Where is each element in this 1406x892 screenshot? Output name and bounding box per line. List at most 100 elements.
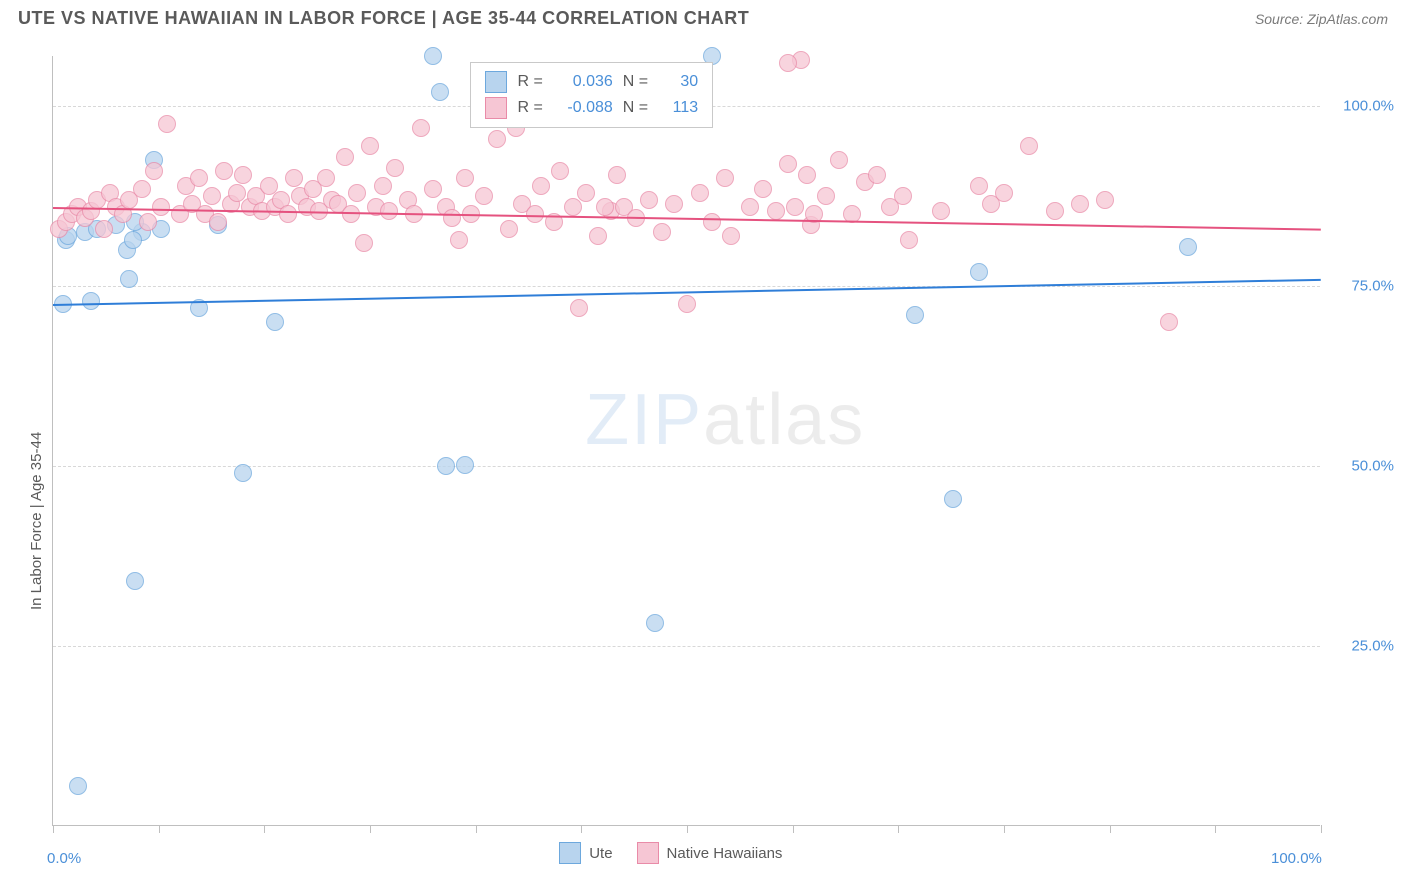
data-point	[970, 177, 988, 195]
data-point	[380, 202, 398, 220]
data-point	[1160, 313, 1178, 331]
data-point	[215, 162, 233, 180]
data-point	[703, 213, 721, 231]
data-point	[570, 299, 588, 317]
legend-item: Native Hawaiians	[637, 842, 783, 864]
chart-source: Source: ZipAtlas.com	[1255, 11, 1388, 27]
data-point	[532, 177, 550, 195]
legend-stat-row: R = 0.036 N = 30	[485, 69, 698, 95]
data-point	[124, 231, 142, 249]
x-tick	[581, 825, 582, 833]
data-point	[786, 198, 804, 216]
x-tick	[1321, 825, 1322, 833]
data-point	[431, 83, 449, 101]
data-point	[817, 187, 835, 205]
x-tick	[476, 825, 477, 833]
r-value: -0.088	[553, 99, 613, 117]
data-point	[475, 187, 493, 205]
r-label: R =	[517, 99, 542, 117]
chart-title: UTE VS NATIVE HAWAIIAN IN LABOR FORCE | …	[18, 8, 749, 29]
data-point	[82, 292, 100, 310]
data-point	[665, 195, 683, 213]
data-point	[120, 270, 138, 288]
data-point	[424, 180, 442, 198]
legend-swatch	[559, 842, 581, 864]
data-point	[133, 180, 151, 198]
y-tick-label: 25.0%	[1330, 638, 1394, 655]
n-label: N =	[623, 73, 648, 91]
data-point	[798, 166, 816, 184]
x-tick	[1215, 825, 1216, 833]
data-point	[741, 198, 759, 216]
data-point	[234, 166, 252, 184]
legend-label: Native Hawaiians	[667, 845, 783, 862]
legend-swatch	[637, 842, 659, 864]
x-tick	[53, 825, 54, 833]
data-point	[488, 130, 506, 148]
data-point	[348, 184, 366, 202]
legend-swatch	[485, 97, 507, 119]
data-point	[722, 227, 740, 245]
data-point	[203, 187, 221, 205]
data-point	[190, 169, 208, 187]
data-point	[830, 151, 848, 169]
data-point	[424, 47, 442, 65]
data-point	[139, 213, 157, 231]
data-point	[577, 184, 595, 202]
x-tick	[687, 825, 688, 833]
data-point	[894, 187, 912, 205]
data-point	[995, 184, 1013, 202]
data-point	[691, 184, 709, 202]
data-point	[653, 223, 671, 241]
data-point	[868, 166, 886, 184]
data-point	[234, 464, 252, 482]
data-point	[596, 198, 614, 216]
n-value: 30	[658, 73, 698, 91]
gridline	[53, 646, 1320, 647]
data-point	[69, 777, 87, 795]
data-point	[386, 159, 404, 177]
x-tick	[159, 825, 160, 833]
data-point	[678, 295, 696, 313]
data-point	[152, 198, 170, 216]
data-point	[716, 169, 734, 187]
data-point	[266, 313, 284, 331]
legend-item: Ute	[559, 842, 612, 864]
x-tick	[370, 825, 371, 833]
data-point	[342, 205, 360, 223]
y-tick-label: 100.0%	[1330, 98, 1394, 115]
plot-area: ZIPatlas 25.0%50.0%75.0%100.0%0.0%100.0%	[52, 56, 1320, 826]
x-tick	[898, 825, 899, 833]
r-value: 0.036	[553, 73, 613, 91]
data-point	[145, 162, 163, 180]
data-point	[456, 456, 474, 474]
series-legend: Ute Native Hawaiians	[559, 842, 782, 864]
x-tick-label: 100.0%	[1271, 850, 1322, 867]
data-point	[779, 54, 797, 72]
stats-legend: R =0.036N =30R =-0.088N =113	[470, 62, 713, 128]
data-point	[970, 263, 988, 281]
y-tick-label: 75.0%	[1330, 278, 1394, 295]
r-label: R =	[517, 73, 542, 91]
data-point	[906, 306, 924, 324]
data-point	[551, 162, 569, 180]
x-tick	[793, 825, 794, 833]
x-tick	[264, 825, 265, 833]
data-point	[437, 457, 455, 475]
data-point	[374, 177, 392, 195]
data-point	[900, 231, 918, 249]
data-point	[1020, 137, 1038, 155]
trend-line	[53, 207, 1321, 231]
data-point	[450, 231, 468, 249]
data-point	[779, 155, 797, 173]
data-point	[158, 115, 176, 133]
data-point	[640, 191, 658, 209]
data-point	[443, 209, 461, 227]
data-point	[564, 198, 582, 216]
data-point	[932, 202, 950, 220]
data-point	[1046, 202, 1064, 220]
data-point	[608, 166, 626, 184]
data-point	[317, 169, 335, 187]
data-point	[1096, 191, 1114, 209]
x-tick	[1110, 825, 1111, 833]
